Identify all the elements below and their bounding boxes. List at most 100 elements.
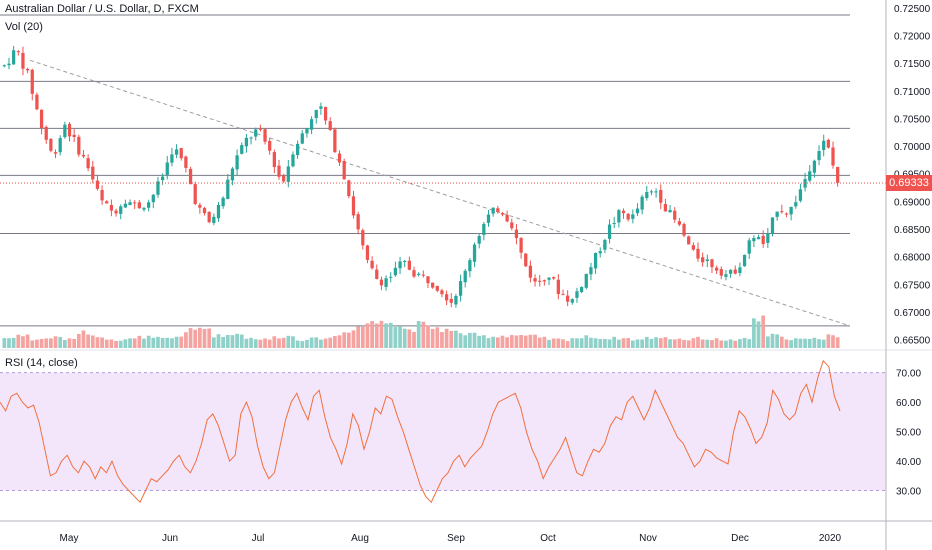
volume-bar (319, 339, 323, 348)
candle-body (593, 253, 598, 269)
candle-body (63, 124, 67, 137)
volume-bar (337, 335, 342, 348)
candle-body (384, 278, 388, 287)
volume-bar (384, 323, 388, 348)
volume-bar (188, 328, 193, 348)
volume-bar (500, 335, 505, 348)
volume-bar (682, 339, 686, 348)
candle-body (426, 276, 430, 284)
rsi-legend[interactable]: RSI (14, close) (5, 357, 78, 369)
volume-legend[interactable]: Vol (20) (5, 21, 43, 33)
candle-body (589, 267, 593, 275)
candle-body (570, 299, 574, 303)
volume-bar (821, 339, 826, 348)
volume-bar (603, 338, 607, 348)
candle-body (728, 269, 733, 274)
candle-body (528, 265, 533, 278)
candle-body (784, 213, 789, 215)
symbol-title[interactable]: Australian Dollar / U.S. Dollar, D, FXCM (5, 3, 199, 15)
price-tick-label: 0.67500 (894, 280, 931, 291)
volume-bar (668, 339, 672, 348)
candle-body (640, 196, 644, 210)
candle-body (165, 162, 169, 176)
volume-bar (696, 336, 700, 348)
volume-bar (109, 339, 114, 348)
candle-body (337, 153, 342, 163)
volume-bar (62, 340, 67, 348)
volume-bar (179, 336, 184, 348)
candle-body (482, 223, 486, 235)
volume-bar (160, 337, 165, 348)
volume-bar (2, 338, 7, 348)
candle-body (263, 129, 267, 142)
candle-body (105, 201, 109, 204)
volume-bar (756, 321, 761, 348)
volume-bar (342, 332, 347, 348)
volume-bar (593, 338, 598, 348)
candle-body (635, 208, 640, 214)
rsi-tick-label: 70.00 (896, 369, 921, 380)
candle-body (444, 294, 449, 301)
volume-bar (230, 335, 235, 348)
candle-body (789, 206, 793, 215)
candle-body (91, 166, 95, 180)
trendline-group[interactable] (29, 59, 851, 327)
price-tick-label: 0.70000 (894, 142, 931, 153)
candle-body (449, 298, 453, 303)
volume-bar (598, 338, 603, 348)
volume-bar (714, 338, 719, 348)
candle-body (486, 214, 491, 223)
candle-body (221, 197, 225, 207)
volume-bar (207, 328, 212, 348)
volume-bar (421, 321, 426, 348)
volume-bar (11, 337, 16, 348)
candle-body (72, 134, 76, 138)
time-tick-label: Dec (731, 533, 749, 544)
candle-body (305, 128, 309, 134)
volume-bar (197, 327, 202, 348)
candle-body (77, 136, 81, 155)
volume-bar (35, 339, 39, 348)
volume-bar (370, 321, 374, 348)
volume-bar (118, 340, 123, 348)
candle-body (119, 206, 123, 214)
candle-body (300, 133, 304, 144)
candle-body (579, 287, 584, 292)
volume-bar (733, 340, 738, 348)
volume-bar (551, 338, 556, 348)
volume-bar (72, 338, 77, 348)
volume-bar (537, 337, 542, 348)
volume-bar (156, 336, 160, 348)
candle-body (375, 269, 379, 279)
candle-body (598, 251, 602, 254)
volume-bar (523, 335, 528, 348)
candle-body (277, 165, 281, 177)
volume-bar (174, 336, 179, 348)
candle-body (323, 106, 328, 121)
volume-bar (663, 337, 668, 348)
volume-bar (309, 337, 314, 348)
candle-body (524, 253, 528, 267)
candle-body (351, 196, 356, 216)
volume-bar (509, 335, 514, 348)
candle-body (663, 204, 668, 212)
candle-body (282, 175, 286, 182)
candle-body (677, 221, 682, 225)
price-tick-label: 0.72500 (894, 4, 931, 15)
volume-bar (644, 336, 649, 348)
time-tick-label: Nov (639, 533, 657, 544)
candle-body (691, 245, 695, 250)
volume-bar (831, 335, 835, 348)
price-tick-label: 0.70500 (894, 114, 931, 125)
candle-body (510, 222, 514, 229)
time-tick-label: May (60, 533, 79, 544)
volume-bar (305, 339, 309, 348)
volume-bar (81, 330, 86, 348)
volume-bar (556, 338, 561, 348)
volume-bar (779, 336, 784, 348)
candle-body (612, 223, 616, 225)
volume-bar (388, 322, 393, 348)
rsi-band-fill (0, 372, 886, 491)
